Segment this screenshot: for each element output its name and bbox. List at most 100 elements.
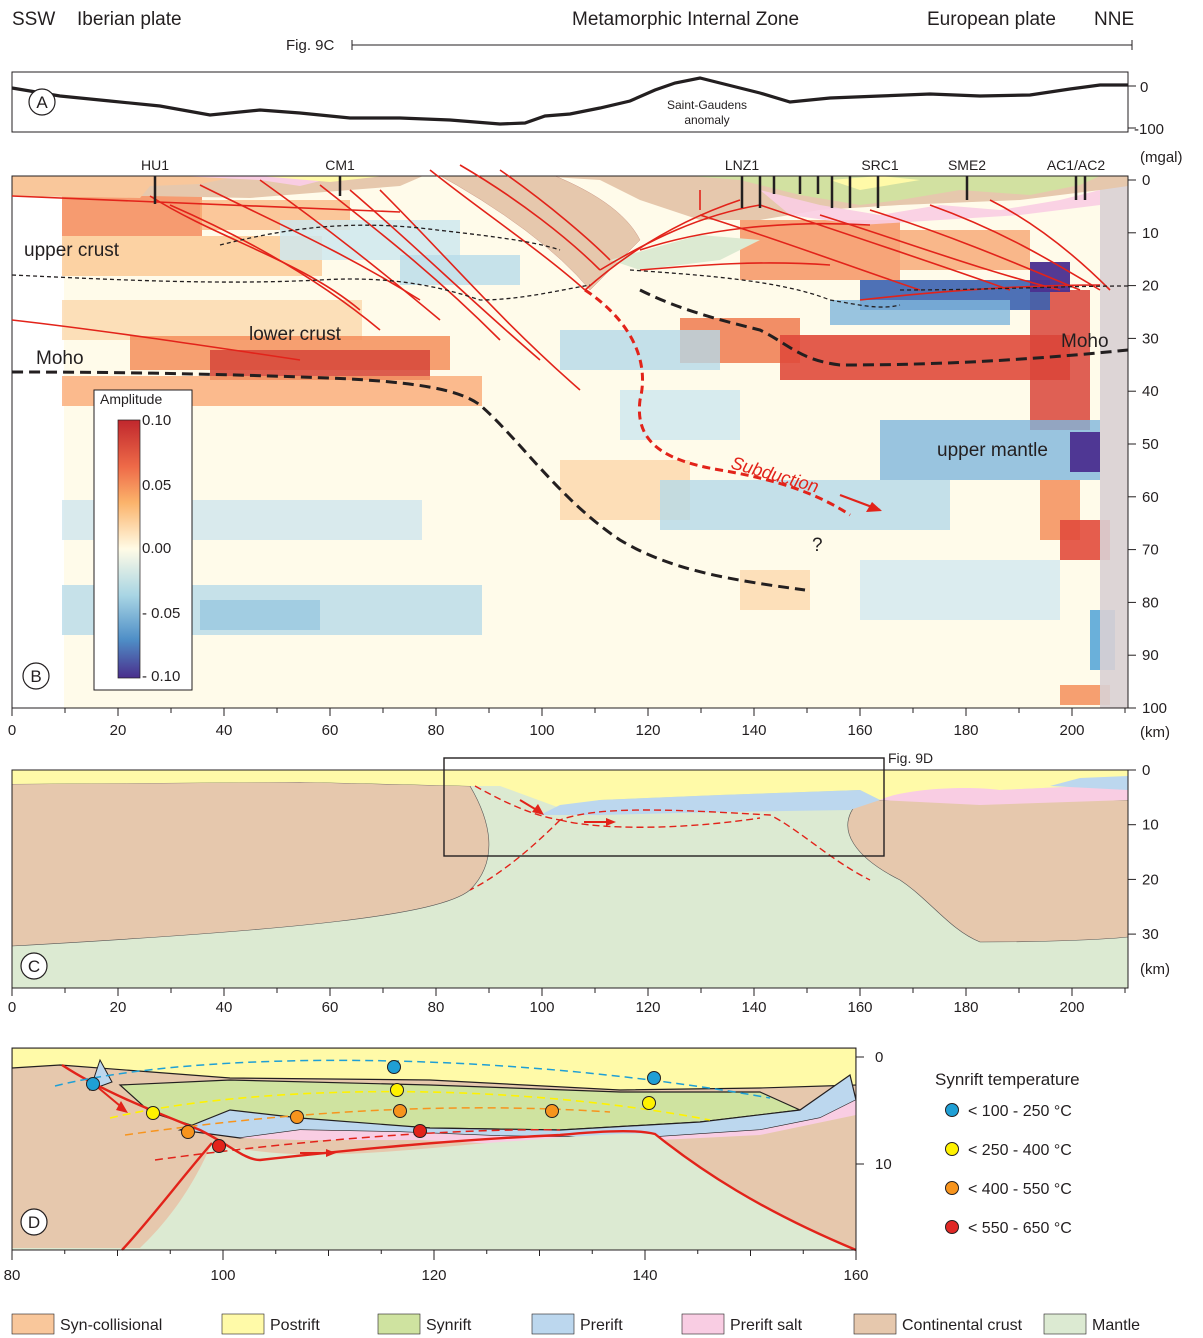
unit-legend-label: Prerift [580,1317,623,1334]
unit-legend-label: Continental crust [902,1317,1023,1334]
c-x-tick-label: 80 [428,999,445,1016]
c-x-tick-label: 160 [847,999,872,1016]
tomography-image [12,176,1128,708]
b-x-tick-label: 0 [8,722,16,739]
panel-d-label: D [28,1213,40,1232]
b-x-tick-label: 180 [953,722,978,739]
panel-b: HU1 CM1 LNZ1 SRC1 SME2 AC1/AC2 upp [8,157,1170,741]
c-x-tick-label: 200 [1059,999,1084,1016]
panel-b-x-axis: 0 20 40 60 80 100 120 140 160 180 200 [8,707,1128,739]
unit-legend-swatch [853,1313,897,1335]
c-x-tick-label: 40 [216,999,233,1016]
station-cluster-ticks [740,176,880,208]
station-ac1-ac2: AC1/AC2 [1047,157,1106,173]
temperature-legend-title: Synrift temperature [935,1070,1080,1089]
panel-d-arrow-1 [116,1101,128,1113]
d-depth-tick-label: 0 [875,1049,883,1066]
b-depth-tick-label: 50 [1142,436,1159,453]
nne-label: NNE [1094,9,1134,30]
b-depth-tick-label: 20 [1142,278,1159,295]
ssw-label: SSW [12,9,55,30]
b-x-tick-label: 140 [741,722,766,739]
unit-legend-label: Postrift [270,1317,320,1334]
station-cm1: CM1 [325,157,355,173]
temp-legend-swatch [945,1220,959,1234]
d-x-tick-label: 120 [421,1267,446,1284]
fig9c-label: Fig. 9C [286,37,335,54]
isotherm-yellow [109,1090,711,1121]
panel-c-depth-axis: 0 10 20 30 [1128,762,1159,943]
panel-a-tick-label-100: -100 [1134,121,1164,138]
c-depth-tick-label: 10 [1142,817,1159,834]
unit-legend-swatch [531,1313,575,1335]
d-x-tick-label: 100 [210,1267,235,1284]
panel-d: D 0 10 80 100 120 140 160 Synrift temperature… [4,1047,1080,1284]
c-depth-tick-label: 0 [1142,762,1150,779]
c-depth-tick-label: 20 [1142,871,1159,888]
temp-legend-label: < 550 - 650 °C [968,1220,1072,1237]
unit-legend-swatch [11,1313,55,1335]
unit-legend-swatch [377,1313,421,1335]
unit-legend-label: Synrift [426,1317,472,1334]
panel-b-depth-axis: 0 10 20 30 40 50 60 70 80 90 100 [1128,172,1167,717]
colorbar-tick-005: 0.05 [142,477,171,494]
d-x-tick-label: 140 [632,1267,657,1284]
colorbar-tick-000: 0.00 [142,540,171,557]
station-lnz1: LNZ1 [725,157,759,173]
b-x-tick-label: 20 [110,722,127,739]
upper-mantle-label: upper mantle [937,440,1048,461]
question-mark: ? [812,535,823,556]
panel-c-km-unit: (km) [1140,961,1170,978]
lower-crust-label: lower crust [249,324,342,345]
colorbar-ramp [117,419,141,679]
moho-dashed-line-right [639,288,1129,367]
b-depth-tick-label: 40 [1142,383,1159,400]
b-depth-tick-label: 100 [1142,700,1167,717]
b-x-tick-label: 120 [635,722,660,739]
temperature-samples [86,1060,661,1153]
station-src1: SRC1 [861,157,899,173]
b-x-tick-label: 40 [216,722,233,739]
colorbar-title: Amplitude [100,391,162,407]
panel-a-tick-label-0: 0 [1140,79,1148,96]
unit-legend-swatch [1043,1313,1087,1335]
colorbar-tick-m010: - 0.10 [142,668,180,685]
panel-b-label-circle [22,662,50,690]
internal-zone-label: Metamorphic Internal Zone [572,9,799,30]
b-x-tick-label: 200 [1059,722,1084,739]
c-depth-tick-label: 30 [1142,926,1159,943]
temp-legend-swatch [945,1142,959,1156]
stations: HU1 CM1 LNZ1 SRC1 SME2 AC1/AC2 [141,157,1105,208]
b-depth-tick-label: 10 [1142,225,1159,242]
unit-legend-label: Syn-collisional [60,1317,162,1334]
crustal-boundaries [11,224,1129,592]
unit-legend-label: Mantle [1092,1317,1140,1334]
unit-legend-swatch [681,1313,725,1335]
unit-legend: Syn-collisional Postrift Synrift Prerift Pre… [11,1313,1140,1335]
panel-d-arrow-2 [326,1149,336,1157]
panel-a-label-circle [28,88,56,116]
temp-legend-swatch [945,1103,959,1117]
mgal-unit-label: (mgal) [1140,149,1183,166]
moho-right-label: Moho [1061,331,1109,352]
panel-c-label: C [28,957,40,976]
moho-left-label: Moho [36,348,84,369]
temp-legend-swatch [945,1181,959,1195]
c-x-tick-label: 20 [110,999,127,1016]
b-depth-tick-label: 70 [1142,542,1159,559]
panel-d-depth-axis: 0 10 [856,1049,892,1173]
subduction-arrow-head [866,502,882,512]
d-depth-tick-label: 10 [875,1156,892,1173]
colorbar-tick-m005: - 0.05 [142,605,180,622]
d-x-tick-label: 160 [843,1267,868,1284]
panel-d-section [12,1048,856,1250]
panel-b-km-unit: (km) [1140,724,1170,741]
fig9d-label: Fig. 9D [888,750,933,766]
c-x-tick-label: 120 [635,999,660,1016]
panel-a-frame [11,71,1129,133]
unit-legend-label: Prerift salt [730,1317,803,1334]
saint-gaudens-line2: anomaly [684,113,729,127]
saint-gaudens-line1: Saint-Gaudens [667,98,747,112]
panel-c-arrow-2 [606,818,616,826]
